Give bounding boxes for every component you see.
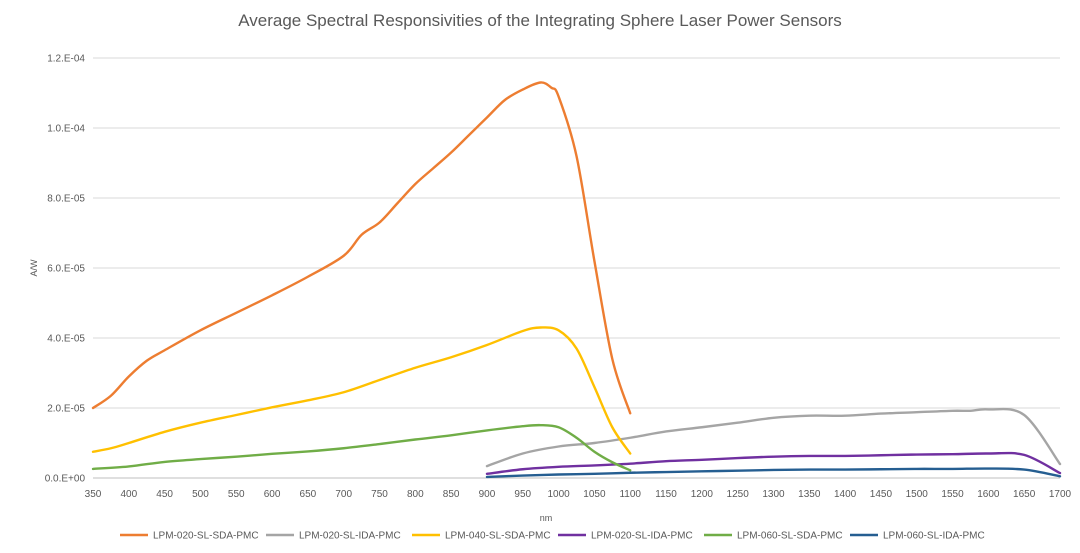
x-tick-label: 1500 [906,489,929,500]
x-tick-label: 750 [371,489,388,500]
x-tick-label: 1600 [977,489,1000,500]
x-tick-label: 900 [479,489,496,500]
x-tick-label: 700 [335,489,352,500]
x-tick-label: 450 [156,489,173,500]
y-axis-label: A/W [29,259,39,277]
y-tick-label: 1.0.E-04 [47,124,85,135]
x-tick-label: 650 [300,489,317,500]
x-tick-label: 850 [443,489,460,500]
x-tick-label: 1250 [727,489,750,500]
x-tick-label: 1300 [762,489,785,500]
x-tick-label: 400 [120,489,137,500]
x-tick-label: 600 [264,489,281,500]
x-tick-label: 1150 [655,489,677,500]
x-tick-label: 1700 [1049,489,1072,500]
series-line-4 [485,451,1062,475]
x-tick-label: 800 [407,489,424,500]
series-line-3 [91,326,632,455]
x-tick-label: 1400 [834,489,857,500]
y-tick-label: 0.0.E+00 [45,474,86,485]
y-tick-label: 2.0.E-05 [47,404,85,415]
x-axis-label: nm [540,513,553,523]
y-axis-ticks: 0.0.E+00 2.0.E-05 4.0.E-05 6.0.E-05 8.0.E-05… [45,54,86,485]
x-tick-label: 500 [192,489,209,500]
x-tick-label: 1200 [691,489,714,500]
legend-label-3: LPM-040-SL-SDA-PMC [445,531,551,542]
x-tick-label: 1100 [619,489,641,500]
series-line-5 [91,423,632,472]
x-tick-label: 1050 [583,489,606,500]
x-tick-label: 350 [85,489,102,500]
x-tick-label: 1000 [547,489,570,500]
legend-label-5: LPM-060-SL-SDA-PMC [737,531,843,542]
chart-title: Average Spectral Responsivities of the I… [238,11,842,30]
y-tick-label: 8.0.E-05 [47,194,85,205]
x-tick-label: 1350 [798,489,821,500]
y-tick-label: 4.0.E-05 [47,334,85,345]
series-line-6 [485,467,1062,479]
x-tick-label: 1450 [870,489,893,500]
x-tick-label: 950 [514,489,531,500]
legend-label-2: LPM-020-SL-IDA-PMC [299,531,401,542]
series-line-1 [91,81,632,415]
x-tick-label: 1550 [941,489,964,500]
legend-label-6: LPM-060-SL-IDA-PMC [883,531,985,542]
x-tick-label: 1650 [1013,489,1036,500]
legend-label-4: LPM-020-SL-IDA-PMC [591,531,693,542]
x-axis-ticks: 350 400 450 500 550 600 650 700 750 800 850 900 950 1… [85,489,1072,500]
legend: LPM-020-SL-SDA-PMC LPM-020-SL-IDA-PMC LPM-… [120,531,985,542]
x-tick-label: 550 [228,489,245,500]
y-tick-label: 6.0.E-05 [47,264,85,275]
series-lines [91,81,1062,479]
y-tick-label: 1.2.E-04 [47,54,85,65]
series-line-2 [485,407,1062,468]
legend-label-1: LPM-020-SL-SDA-PMC [153,531,259,542]
gridlines [93,57,1060,409]
